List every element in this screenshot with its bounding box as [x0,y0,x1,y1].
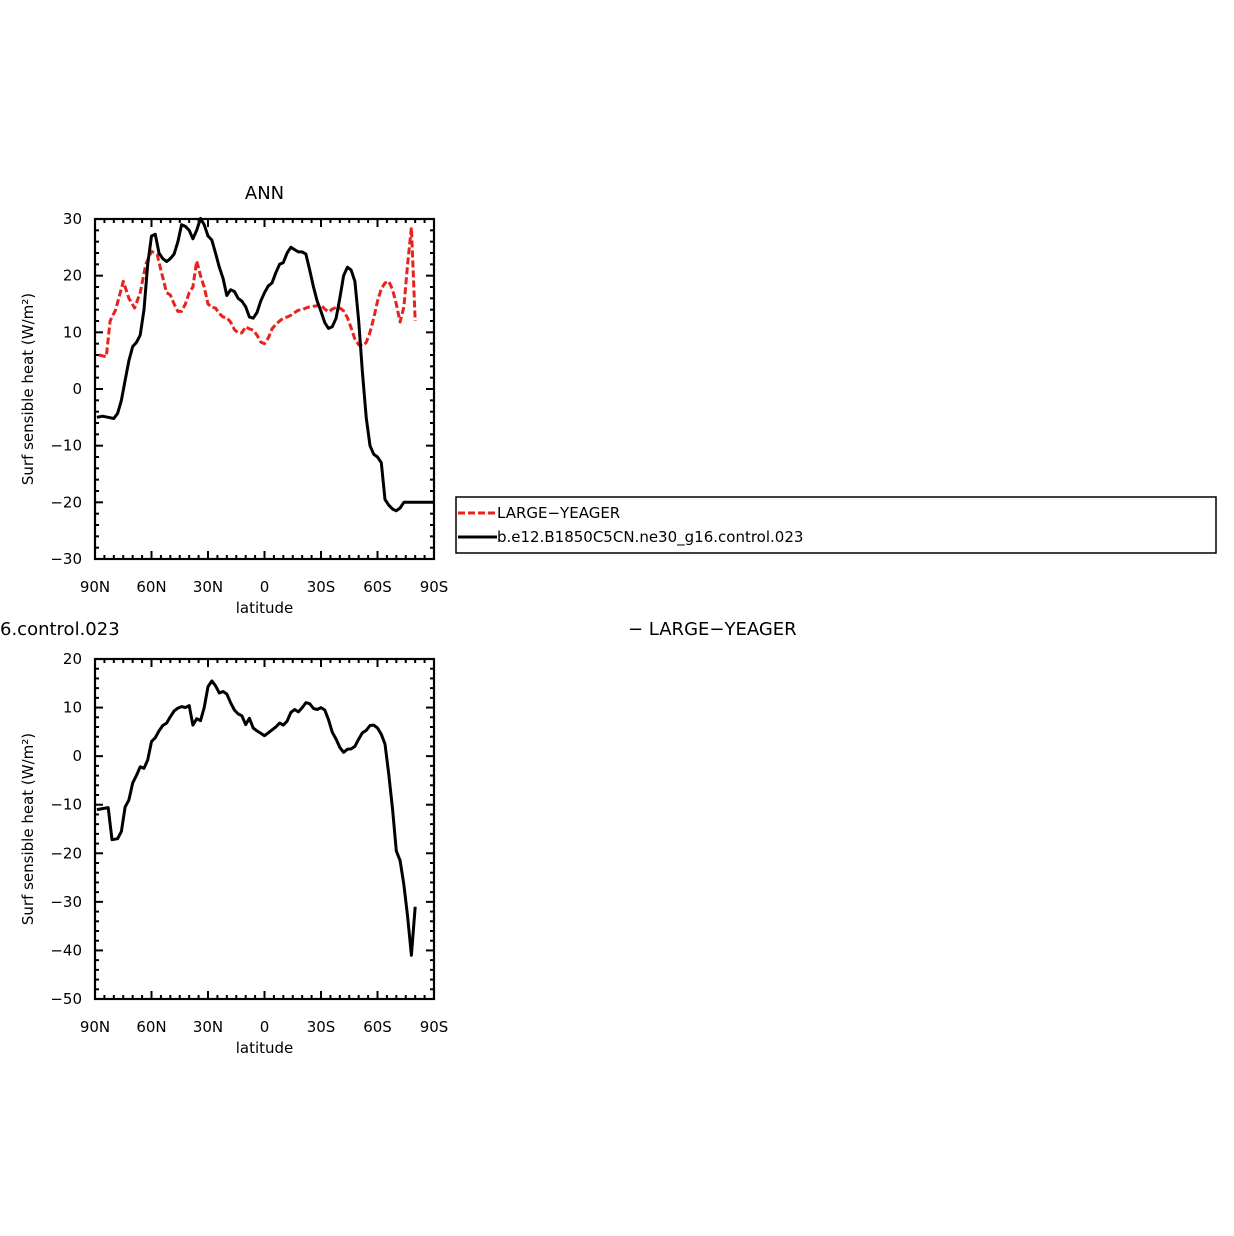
x-tick-label: 90N [80,578,110,596]
chart-panel-2: 90N 60N 30N 0 30S 60S 90S −50 −40 −30 −20 −10 0 10 20 l… [0,619,797,1057]
x-tick-label: 60N [136,1018,166,1036]
x-tick-label: 0 [260,1018,270,1036]
x-tick-label: 30S [307,578,336,596]
chart-title: ANN [245,183,284,204]
plot-frame [93,657,436,1001]
y-tick-label: 10 [63,323,82,341]
y-tick-label: −30 [50,550,82,568]
x-tick-label: 60S [363,578,392,596]
series-line-2 [96,216,434,513]
chart-panel-1: 90N 60N 30N 0 30S 60S 90S −30 −20 −10 0 10 20 30 latit… [19,183,1217,617]
y-axis-label: Surf sensible heat (W/m²) [19,733,37,925]
y-tick-label: 30 [63,210,82,228]
y-tick-label: −20 [50,844,82,862]
x-tick-label: 60N [136,578,166,596]
legend: LARGE−YEAGER b.e12.B1850C5CN.ne30_g16.con… [455,496,1217,554]
x-tick-label: 30S [307,1018,336,1036]
x-axis-label: latitude [236,1039,294,1057]
y-tick-label: −50 [50,990,82,1008]
legend-box [455,496,1217,554]
legend-label: LARGE−YEAGER [497,504,620,522]
x-tick-label: 30N [193,578,223,596]
x-tick-label: 90S [420,578,449,596]
x-tick-label: 90S [420,1018,449,1036]
x-tick-label: 0 [260,578,270,596]
chart-title-left: 6.control.023 [0,619,120,640]
series-line-1 [98,226,417,359]
x-tick-label: 30N [193,1018,223,1036]
x-tick-label: 60S [363,1018,392,1036]
legend-label: b.e12.B1850C5CN.ne30_g16.control.023 [497,528,803,547]
y-tick-label: −20 [50,493,82,511]
y-tick-label: 20 [63,267,82,285]
y-tick-label: 0 [72,380,82,398]
y-tick-label: −30 [50,893,82,911]
x-axis-label: latitude [236,599,294,617]
y-tick-label: −10 [50,796,82,814]
y-tick-label: −10 [50,437,82,455]
x-tick-label: 90N [80,1018,110,1036]
y-tick-label: 10 [63,699,82,717]
y-tick-label: 0 [72,747,82,765]
y-tick-label: −40 [50,941,82,959]
y-axis-label: Surf sensible heat (W/m²) [19,293,37,485]
chart-title-right: − LARGE−YEAGER [628,619,797,640]
series-line-1 [96,679,417,957]
y-tick-label: 20 [63,650,82,668]
